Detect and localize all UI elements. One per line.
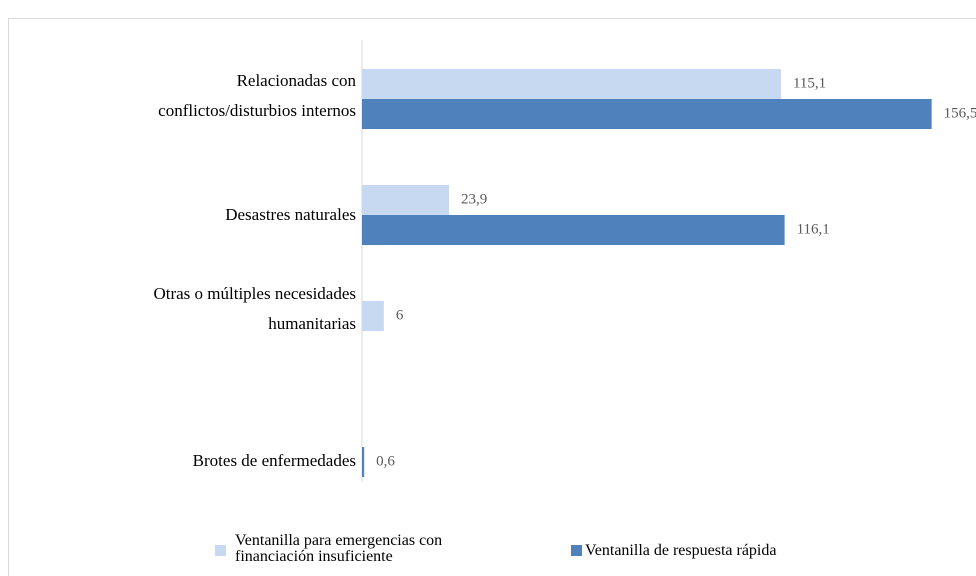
legend-swatch [571,545,582,556]
value-label: 6 [396,307,404,323]
chart-border [8,18,976,576]
bar [362,447,365,477]
value-label: 116,1 [797,221,830,237]
category-label: Desastres naturales [225,205,356,224]
bar [362,215,785,245]
bar [362,99,932,129]
value-label: 0,6 [376,453,395,469]
bar [362,185,449,215]
value-label: 23,9 [461,191,487,207]
category-label: Brotes de enfermedades [192,451,356,470]
legend-swatch [215,545,226,556]
legend-label: Ventanilla para emergencias con financia… [235,532,443,565]
bar [362,69,781,99]
value-label: 156,5 [944,105,976,121]
bar [362,301,384,331]
category-label: Otras o múltiples necesidades humanitari… [153,284,356,333]
legend-label: Ventanilla de respuesta rápida [585,542,777,559]
category-label: Relacionadas con conflictos/disturbios i… [158,71,356,120]
value-label: 115,1 [793,75,826,91]
